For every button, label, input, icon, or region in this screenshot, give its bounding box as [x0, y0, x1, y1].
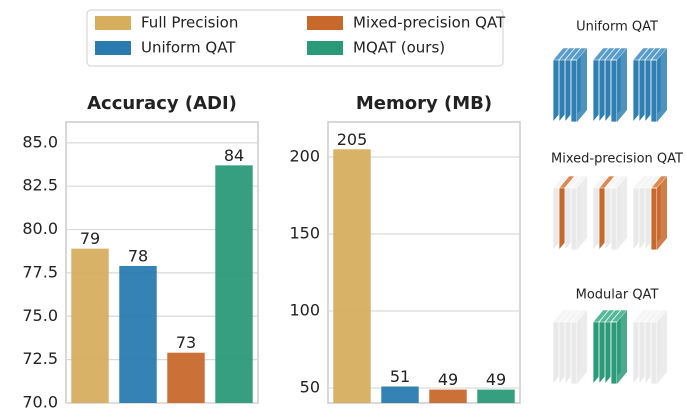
value-label: 73 — [176, 333, 196, 352]
legend-swatch — [95, 16, 131, 30]
y-tick-label: 72.5 — [22, 349, 58, 368]
slab-side — [657, 310, 667, 384]
slab-front — [650, 321, 658, 385]
slab-side — [617, 176, 627, 250]
y-tick-label: 82.5 — [22, 176, 58, 195]
slab-front — [610, 321, 618, 385]
value-label: 205 — [337, 130, 368, 149]
value-label: 49 — [486, 370, 506, 389]
illustration-title: Uniform QAT — [576, 20, 658, 35]
value-label: 49 — [438, 370, 458, 389]
y-tick-label: 70.0 — [22, 393, 58, 412]
chart-title: Accuracy (ADI) — [87, 93, 237, 114]
y-tick-label: 75.0 — [22, 306, 58, 325]
slab-side — [577, 176, 587, 250]
y-tick-label: 150 — [289, 223, 320, 242]
y-tick-label: 77.5 — [22, 262, 58, 281]
bar — [71, 248, 109, 403]
slab-front — [570, 321, 578, 385]
value-label: 79 — [80, 229, 100, 248]
legend-label: Uniform QAT — [141, 39, 236, 57]
slab-front — [610, 187, 618, 251]
illustration-title: Mixed-precision QAT — [551, 152, 683, 167]
y-tick-label: 100 — [289, 301, 320, 320]
y-tick-label: 200 — [289, 146, 320, 165]
slab-front — [570, 59, 578, 123]
slab-front — [570, 187, 578, 251]
slab-side — [577, 48, 587, 122]
legend-label: MQAT (ours) — [353, 39, 445, 57]
value-label: 51 — [390, 367, 410, 386]
legend-label: Mixed-precision QAT — [353, 14, 506, 32]
bar — [119, 265, 157, 403]
bar — [215, 165, 253, 403]
illustration-title: Modular QAT — [576, 288, 659, 303]
value-label: 84 — [224, 146, 244, 165]
bar — [333, 149, 371, 403]
bar — [381, 386, 419, 403]
slab-front — [650, 59, 658, 123]
value-label: 78 — [128, 246, 148, 265]
bar — [429, 389, 467, 403]
y-tick-label: 85.0 — [22, 132, 58, 151]
slab-side — [657, 176, 667, 250]
legend-swatch — [307, 16, 343, 30]
legend-swatch — [95, 41, 131, 55]
bar — [477, 389, 515, 403]
slab-side — [657, 48, 667, 122]
slab-front — [650, 187, 658, 251]
slab-side — [617, 310, 627, 384]
chart-title: Memory (MB) — [356, 93, 492, 114]
slab-front — [610, 59, 618, 123]
slab-side — [577, 310, 587, 384]
legend-label: Full Precision — [141, 14, 238, 32]
y-tick-label: 50 — [300, 378, 320, 397]
legend-swatch — [307, 41, 343, 55]
bar — [167, 352, 205, 403]
slab-side — [617, 48, 627, 122]
y-tick-label: 80.0 — [22, 219, 58, 238]
legend-box — [86, 9, 504, 67]
